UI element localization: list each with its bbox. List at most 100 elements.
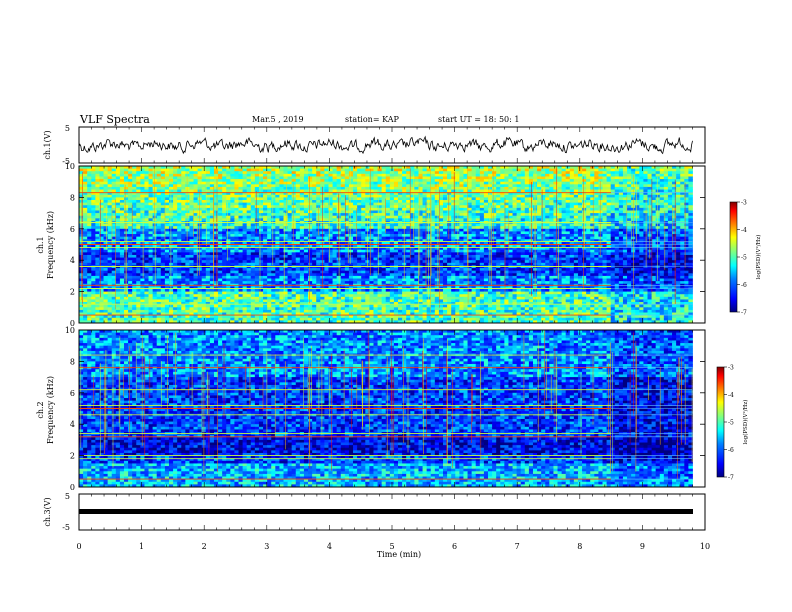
spectrogram-cell [651, 173, 657, 177]
spectrogram-cell [295, 223, 301, 227]
spectrogram-cell [496, 186, 501, 190]
spectrogram-cell [577, 184, 583, 188]
spectrogram-cell [496, 207, 501, 211]
spectrogram-cell [602, 176, 607, 180]
spectrogram-cell [385, 215, 391, 219]
spectrogram-cell [438, 184, 444, 188]
spectrogram-cell [115, 186, 121, 190]
spectrogram-cell [299, 200, 305, 204]
spectrogram-cell [164, 181, 170, 185]
spectrogram-cell [205, 181, 211, 185]
spectrogram-cell [606, 207, 612, 211]
spectrogram-cell [418, 171, 423, 175]
spectrogram-cell [582, 234, 587, 238]
spectrogram-cell [557, 184, 562, 188]
spectrogram-cell [181, 210, 186, 214]
spectrogram-cell [655, 205, 661, 209]
spectrogram-cell [144, 231, 149, 235]
spectrogram-cell [107, 226, 113, 230]
spectrogram-cell [357, 231, 362, 235]
spectrogram-cell [475, 171, 481, 175]
spectrogram-cell [205, 176, 211, 180]
spectrogram-cell [115, 223, 121, 227]
spectrogram-cell [324, 173, 329, 177]
spectrogram-cell [332, 200, 338, 204]
spectrogram-cell [471, 194, 477, 198]
spectrogram-cell [197, 252, 203, 256]
spectrogram-cell [316, 168, 321, 172]
spectrogram-cell [177, 194, 182, 198]
spectrogram-cell [218, 179, 223, 183]
spectrogram-cell [688, 181, 693, 185]
spectrogram-cell [369, 234, 374, 238]
spectrogram-cell [156, 249, 162, 253]
spectrogram-cell [234, 197, 239, 201]
spectrogram-cell [275, 179, 280, 183]
spectrogram-cell [312, 200, 317, 204]
spectrogram-cell [91, 189, 96, 193]
spectrogram-cell [618, 171, 624, 175]
spectrogram-cell [230, 197, 235, 201]
spectrogram-cell [672, 200, 677, 204]
spectrogram-cell [213, 223, 219, 227]
spectrogram-cell [181, 226, 186, 230]
spectrogram-cell [201, 236, 207, 240]
spectrogram-cell [610, 236, 616, 240]
spectrogram-cell [181, 176, 186, 180]
spectrogram-cell [590, 197, 595, 201]
spectrogram-cell [590, 200, 595, 204]
spectrogram-cell [173, 205, 178, 209]
spectrogram-cell [303, 184, 309, 188]
spectrogram-cell [447, 205, 452, 209]
spectrogram-cell [119, 173, 125, 177]
spectrogram-cell [324, 197, 329, 201]
spectrogram-cell [610, 197, 616, 201]
spectrogram-cell [340, 179, 346, 183]
spectrogram-cell [295, 189, 301, 193]
spectrogram-cell [205, 173, 211, 177]
spectrogram-cell [500, 189, 505, 193]
spectrogram-cell [537, 194, 542, 198]
spectrogram-cell [271, 234, 276, 238]
spectrogram-cell [115, 168, 121, 172]
spectrogram-cell [340, 202, 346, 206]
spectrogram-cell [140, 176, 145, 180]
spectrogram-cell [631, 168, 636, 172]
spectrogram-cell [164, 231, 170, 235]
spectrogram-cell [443, 176, 448, 180]
spectrogram-cell [267, 213, 272, 217]
spectrogram-cell [226, 197, 231, 201]
spectrogram-cell [414, 189, 419, 193]
spectrogram-cell [680, 181, 685, 185]
spectrogram-cell [107, 171, 113, 175]
spectrogram-cell [487, 200, 493, 204]
spectrogram-cell [328, 184, 333, 188]
spectrogram-cell [91, 218, 96, 222]
spectrogram-cell [148, 252, 154, 256]
spectrogram-cell [99, 236, 104, 240]
spectrogram-cell [606, 181, 612, 185]
spectrogram-cell [115, 228, 121, 232]
spectrogram-cell [119, 205, 125, 209]
spectrogram-cell [238, 231, 243, 235]
spectrogram-cell [254, 210, 260, 214]
spectrogram-cell [168, 171, 174, 175]
spectrogram-cell [83, 210, 88, 214]
spectrogram-cell [254, 173, 260, 177]
spectrogram-cell [361, 186, 366, 190]
spectrogram-cell [418, 200, 423, 204]
spectrogram-cell [263, 181, 268, 185]
spectrogram-cell [471, 200, 477, 204]
spectrogram-cell [680, 168, 685, 172]
spectrogram-cell [688, 205, 693, 209]
spectrogram-cell [418, 189, 423, 193]
spectrogram-cell [455, 210, 460, 214]
spectrogram-cell [573, 200, 579, 204]
spectrogram-cell [291, 197, 297, 201]
spectrogram-cell [496, 244, 501, 248]
spectrogram-cell [148, 200, 154, 204]
spectrogram-cell [258, 236, 264, 240]
spectrogram-cell [647, 171, 652, 175]
spectrogram-cell [365, 176, 370, 180]
spectrogram-cell [95, 194, 100, 198]
